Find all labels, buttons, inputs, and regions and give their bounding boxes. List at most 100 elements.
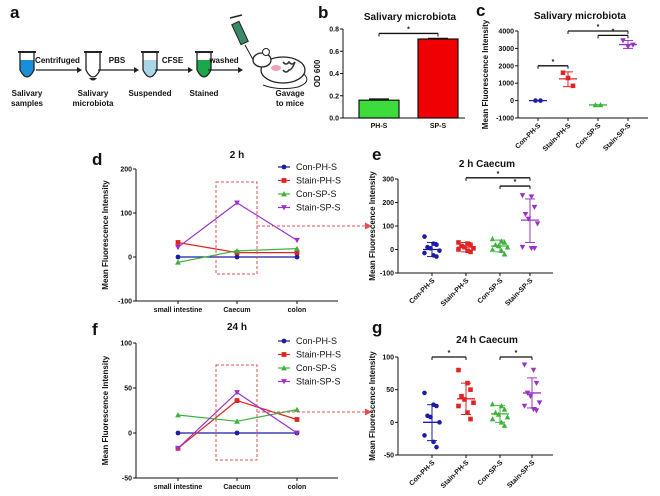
x-tick-label: Con-PH-S: [408, 459, 436, 487]
significance-star: *: [497, 171, 500, 178]
workflow-arrow: washed: [208, 56, 243, 73]
arrow-head-icon: [134, 67, 139, 73]
legend-marker: [281, 379, 287, 385]
data-point: [294, 237, 300, 244]
x-tick-label: Con-SP-S: [477, 459, 505, 487]
scatter-group: [422, 234, 442, 259]
x-tick-label: Stain-SP-S: [506, 459, 536, 489]
legend-label: Stain-SP-S: [296, 377, 341, 387]
legend-item: Con-SP-S: [278, 189, 337, 199]
chart-title: 2 h Caecum: [459, 159, 515, 170]
x-tick-label: small intestine: [154, 484, 203, 491]
data-point: [570, 83, 576, 89]
y-tick-label: -100: [118, 299, 132, 306]
mouse-head: [252, 52, 272, 68]
chart-g: -50 0 50 100 24 h Caecum Mean Fluorescence In…: [368, 335, 553, 490]
y-tick-label: 0.2: [329, 93, 339, 100]
chart-title: Salivary microbiota: [534, 11, 627, 22]
mouse-tail: [262, 73, 308, 90]
data-point: [471, 400, 476, 406]
x-tick-label: Con-PH-S: [514, 122, 542, 150]
data-point: [175, 254, 181, 260]
x-tick-label: Con-SP-S: [575, 122, 603, 150]
chart-b: 0.0 0.2 0.4 0.6 0.8 Salivary microbiota OD 600…: [313, 12, 465, 130]
data-point: [459, 243, 464, 249]
data-point: [534, 221, 541, 227]
arrow-label: CFSE: [162, 56, 184, 65]
legend-item: Con-PH-S: [278, 162, 337, 172]
step-label: Stained: [190, 89, 219, 98]
scatter-group: [519, 193, 541, 252]
data-point: [501, 239, 508, 245]
data-point: [456, 367, 461, 373]
x-tick-label: Con-SP-S: [477, 277, 505, 305]
data-point: [294, 250, 300, 255]
data-point: [501, 422, 508, 428]
data-point: [234, 254, 240, 260]
mouse-ear: [262, 48, 270, 56]
data-point: [530, 367, 537, 373]
line-series: [175, 200, 300, 251]
significance-star: *: [448, 350, 451, 357]
arrow-head-icon: [365, 408, 372, 416]
legend-label: Con-SP-S: [296, 189, 337, 199]
legend-label: Con-SP-S: [296, 363, 337, 373]
x-tick-label: Stain-SP-S: [504, 277, 534, 307]
mouse-icon: [252, 48, 308, 90]
data-point: [175, 445, 181, 452]
workflow-arrow: CFSE: [155, 56, 193, 73]
legend-item: Stain-SP-S: [278, 377, 341, 387]
data-point: [422, 250, 427, 256]
data-point: [531, 204, 538, 210]
data-point: [521, 362, 528, 368]
data-point: [531, 246, 538, 252]
y-tick-label: 200: [120, 167, 132, 174]
data-point: [501, 406, 508, 412]
legend-item: Con-SP-S: [278, 363, 337, 373]
y-tick-label: 100: [120, 341, 132, 348]
arrow-label: washed: [208, 56, 238, 65]
arrow-head-icon: [77, 67, 82, 73]
legend-marker: [281, 205, 287, 211]
data-point: [533, 380, 540, 386]
data-point: [422, 234, 427, 239]
line-series: [175, 406, 300, 424]
significance-star: *: [612, 28, 615, 35]
y-tick-label: 50: [124, 386, 132, 393]
data-point: [489, 246, 496, 252]
significance-star: *: [597, 24, 600, 31]
arrow-head-icon: [188, 67, 193, 73]
y-axis-label: Mean Fluorescence Intensity: [101, 355, 110, 465]
data-point: [459, 393, 464, 399]
chart-f: -50 0 50 100 24 h Mean Fluorescence Intensity…: [101, 322, 372, 491]
data-point: [528, 194, 535, 200]
scatter-group: [559, 70, 577, 89]
data-point: [294, 254, 300, 260]
data-point: [294, 406, 300, 412]
data-point: [462, 397, 467, 402]
data-point: [468, 416, 473, 422]
y-tick-label: 0: [128, 255, 132, 262]
y-tick-label: 0.4: [329, 71, 339, 78]
y-axis-label: Mean Fluorescence Intensity: [481, 19, 490, 129]
data-point: [234, 247, 240, 254]
step-label: Salivary: [78, 89, 109, 98]
chart-d: -100 0 100 200 2 h Mean Fluorescence Intensit…: [101, 150, 372, 314]
data-point: [465, 410, 470, 415]
legend-label: Con-PH-S: [296, 162, 337, 172]
y-tick-label: 0.0: [329, 116, 339, 123]
tube-liquid: [143, 60, 157, 77]
legend-item: Con-PH-S: [278, 336, 337, 346]
syringe-barrel: [231, 20, 249, 46]
data-point: [234, 418, 240, 424]
x-tick-label: SP-S: [430, 123, 447, 130]
y-tick-label: 0: [510, 98, 514, 105]
legend-marker: [281, 338, 287, 344]
data-point: [175, 430, 181, 436]
data-point: [465, 241, 470, 246]
series-line: [177, 202, 298, 248]
legend-label: Stain-PH-S: [296, 350, 341, 360]
data-point: [456, 240, 461, 245]
